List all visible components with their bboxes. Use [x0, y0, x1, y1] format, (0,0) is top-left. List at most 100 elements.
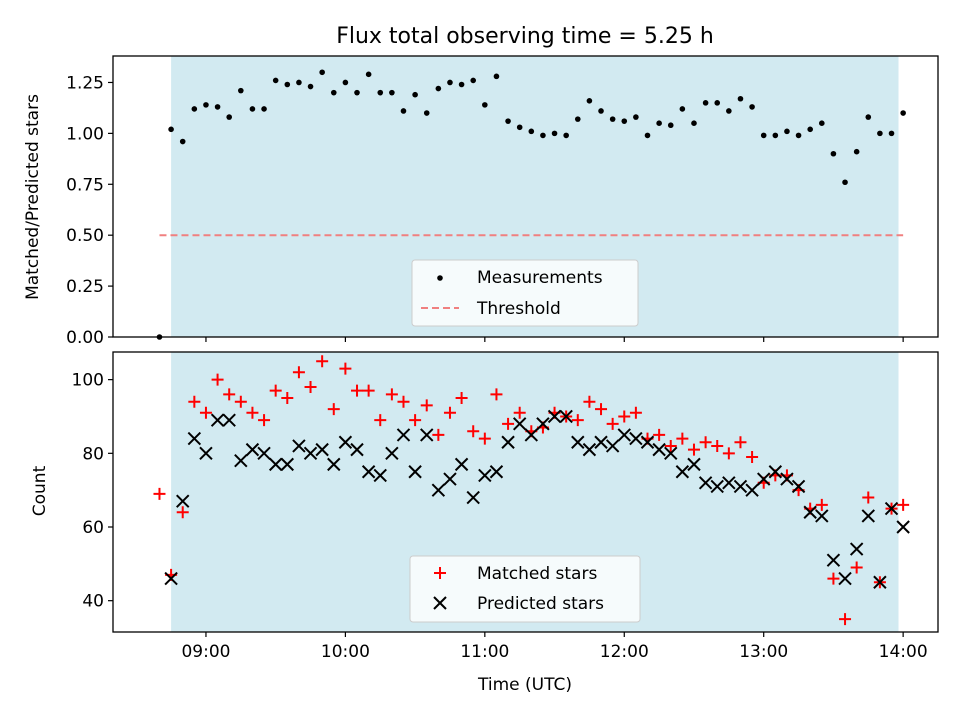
- bottom-y-axis-label: Count: [30, 465, 50, 516]
- predicted-star-point: [768, 465, 783, 479]
- measurement-point: [412, 91, 418, 98]
- predicted-star-point: [582, 442, 597, 457]
- predicted-star-point: [257, 446, 271, 461]
- predicted-star-point: [617, 428, 631, 442]
- predicted-star-point: [431, 483, 446, 497]
- matched-star-point: [234, 395, 247, 408]
- matched-star-point: [199, 406, 212, 419]
- predicted-star-point: [675, 465, 690, 479]
- measurement-point: [354, 89, 360, 96]
- predicted-star-point: [303, 446, 318, 461]
- legend-threshold-label: Threshold: [476, 299, 561, 319]
- top-y-tick-label: 0.50: [66, 226, 104, 246]
- predicted-star-point: [245, 442, 260, 457]
- matched-star-point: [281, 392, 294, 405]
- matched-star-point: [571, 414, 584, 427]
- matched-star-point: [734, 436, 747, 449]
- predicted-star-point: [710, 479, 724, 494]
- measurement-point: [737, 95, 744, 102]
- matched-star-point: [711, 439, 724, 452]
- measurement-point: [598, 108, 604, 114]
- measurement-point: [853, 148, 860, 155]
- legend-matched-label: Matched stars: [477, 564, 597, 584]
- predicted-star-point: [803, 505, 817, 519]
- bottom-y-tick-label: 40: [82, 592, 104, 612]
- predicted-star-point: [176, 494, 190, 508]
- predicted-star-point: [222, 413, 236, 427]
- top-title: Flux total observing time = 5.25 h: [336, 24, 714, 49]
- predicted-star-point: [512, 417, 527, 431]
- measurement-point: [435, 85, 442, 92]
- bottom-plot-frame: [112, 351, 939, 633]
- top-legend-box: [411, 259, 639, 327]
- predicted-star-point: [815, 509, 829, 523]
- measurement-point: [865, 114, 872, 120]
- measurement-point: [505, 118, 511, 124]
- measurement-point: [307, 83, 314, 90]
- matched-star-point: [687, 443, 700, 456]
- measurement-point: [400, 108, 407, 114]
- predicted-star-point: [466, 490, 480, 505]
- measurement-point: [330, 89, 337, 96]
- measurement-point: [702, 100, 709, 106]
- measurement-point: [482, 102, 488, 108]
- matched-star-point: [211, 373, 224, 386]
- legend-measurements-label: Measurements: [477, 268, 603, 288]
- measurement-point: [691, 120, 697, 126]
- bottom-x-tick-label: 14:00: [879, 642, 928, 662]
- measurement-point: [191, 106, 198, 112]
- matched-star-point: [362, 384, 375, 397]
- predicted-star-point: [338, 435, 353, 449]
- matched-star-point: [246, 406, 259, 419]
- predicted-star-point: [652, 442, 666, 457]
- predicted-star-point: [420, 428, 434, 442]
- predicted-star-point: [861, 509, 875, 523]
- bottom-x-tick-label: 12:00: [600, 642, 649, 662]
- matched-star-point: [490, 388, 503, 401]
- measurement-point: [168, 126, 174, 133]
- predicted-star-point: [187, 431, 202, 446]
- predicted-star-point: [722, 476, 736, 490]
- predicted-star-point: [373, 468, 387, 483]
- matched-star-point: [420, 399, 433, 412]
- legend-predicted-label: Predicted stars: [477, 594, 604, 614]
- top-y-tick-label: 0.75: [66, 175, 104, 195]
- measurement-point: [679, 106, 686, 112]
- measurement-point: [574, 116, 581, 122]
- measurement-point: [749, 104, 755, 110]
- matched-star-point: [432, 428, 445, 441]
- top-y-axis-label: Matched/Predicted stars: [23, 94, 43, 300]
- matched-star-point: [629, 406, 642, 419]
- predicted-star-point: [571, 435, 585, 449]
- predicted-star-point: [884, 501, 899, 516]
- matched-star-point: [827, 572, 840, 585]
- predicted-star-point: [756, 472, 771, 486]
- top-panel: Flux total observing time = 5.25 h Match…: [23, 24, 939, 348]
- predicted-star-point: [199, 446, 213, 461]
- predicted-star-point: [780, 472, 794, 486]
- predicted-star-point: [594, 435, 608, 449]
- measurement-point: [784, 128, 790, 135]
- measurement-point: [877, 130, 883, 137]
- measurement-point: [493, 73, 500, 80]
- predicted-star-point: [524, 428, 539, 442]
- measurement-point: [272, 77, 279, 84]
- legend-matched-marker: [434, 567, 446, 579]
- measurement-point: [423, 110, 430, 116]
- measurement-point: [249, 106, 256, 112]
- measurement-point: [795, 132, 802, 139]
- predicted-star-point: [559, 409, 573, 424]
- predicted-star-point: [791, 479, 806, 494]
- measurement-point: [342, 79, 349, 86]
- predicted-star-point: [489, 465, 504, 479]
- measurement-point: [319, 69, 325, 76]
- top-y-tick-label: 1.00: [66, 124, 104, 144]
- predicted-star-point: [280, 457, 295, 472]
- matched-star-point: [839, 613, 852, 626]
- matched-star-point: [897, 498, 910, 511]
- predicted-star-point: [547, 409, 562, 424]
- matched-star-point: [606, 417, 619, 430]
- matched-star-point: [223, 388, 236, 401]
- matched-star-point: [455, 392, 468, 405]
- measurement-point: [563, 132, 569, 139]
